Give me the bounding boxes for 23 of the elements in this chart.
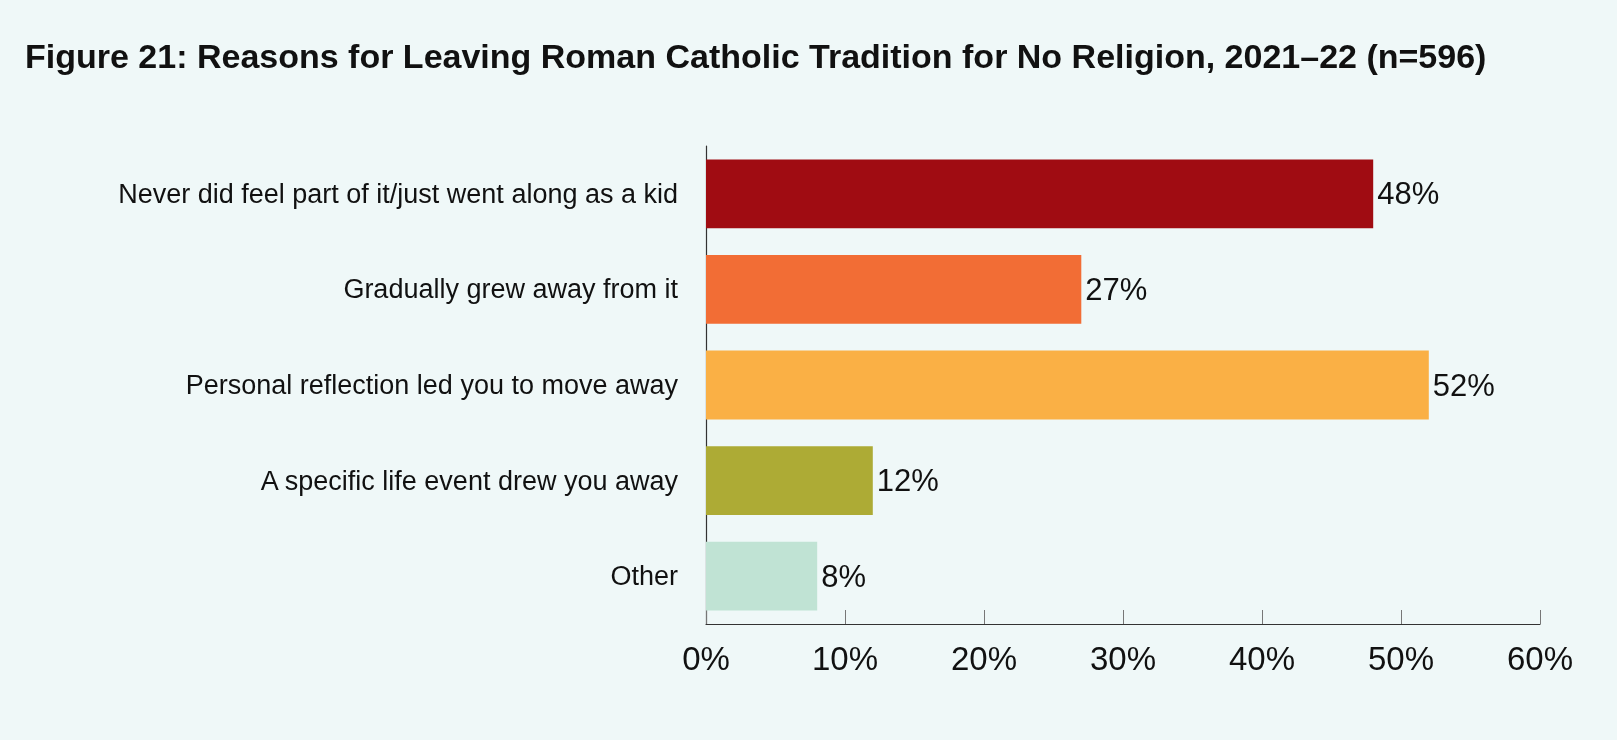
chart-title: Figure 21: Reasons for Leaving Roman Catholic Tradition for No Religion, 2021–22 (n=596) [25, 37, 1487, 75]
y-tick-label: Never did feel part of it/just went along as a kid [118, 178, 678, 209]
x-tick-label: 40% [1228, 640, 1296, 677]
data-label: 52% [1432, 367, 1495, 403]
data-label: 8% [821, 558, 867, 594]
bar [706, 350, 1429, 420]
x-tick-label: 60% [1506, 640, 1574, 677]
data-label: 12% [876, 463, 939, 499]
y-tick-label: A specific life event drew you away [260, 465, 679, 496]
bar [706, 541, 818, 611]
y-tick-label: Other [610, 561, 678, 592]
y-tick-label: Gradually grew away from it [343, 274, 679, 305]
x-tick-label: 0% [682, 640, 730, 677]
x-tick-label: 20% [950, 640, 1018, 677]
bar [706, 446, 873, 516]
x-tick-label: 50% [1367, 640, 1435, 677]
data-label: 48% [1377, 176, 1440, 212]
bar [706, 254, 1082, 324]
data-label: 27% [1085, 271, 1148, 307]
y-tick-label: Personal reflection led you to move away [185, 370, 679, 400]
x-tick-label: 30% [1089, 640, 1157, 677]
bar [706, 159, 1374, 229]
x-tick-label: 10% [811, 640, 879, 677]
